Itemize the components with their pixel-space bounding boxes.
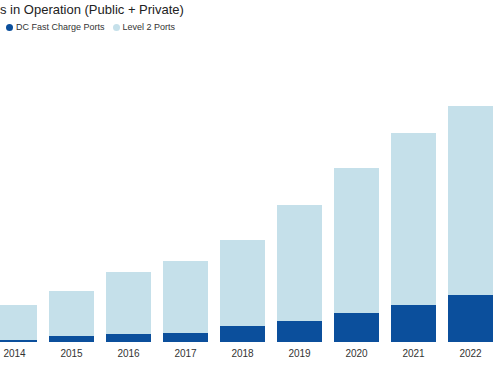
svg-text:2019: 2019 bbox=[288, 348, 311, 359]
svg-text:2020: 2020 bbox=[345, 348, 368, 359]
html-text:s in Operation (Public + Priva: s in Operation (Public + Private) bbox=[0, 2, 184, 17]
svg-text:2017: 2017 bbox=[174, 348, 197, 359]
svg-text:2015: 2015 bbox=[60, 348, 83, 359]
html-text:Level 2 Ports: Level 2 Ports bbox=[122, 22, 176, 32]
svg-text:2021: 2021 bbox=[402, 348, 425, 359]
svg-text:2022: 2022 bbox=[459, 348, 482, 359]
html-text:DC Fast Charge Ports: DC Fast Charge Ports bbox=[16, 22, 105, 32]
svg-text:2014: 2014 bbox=[8, 348, 26, 359]
svg-text:2018: 2018 bbox=[231, 348, 254, 359]
svg-text:2016: 2016 bbox=[117, 348, 140, 359]
